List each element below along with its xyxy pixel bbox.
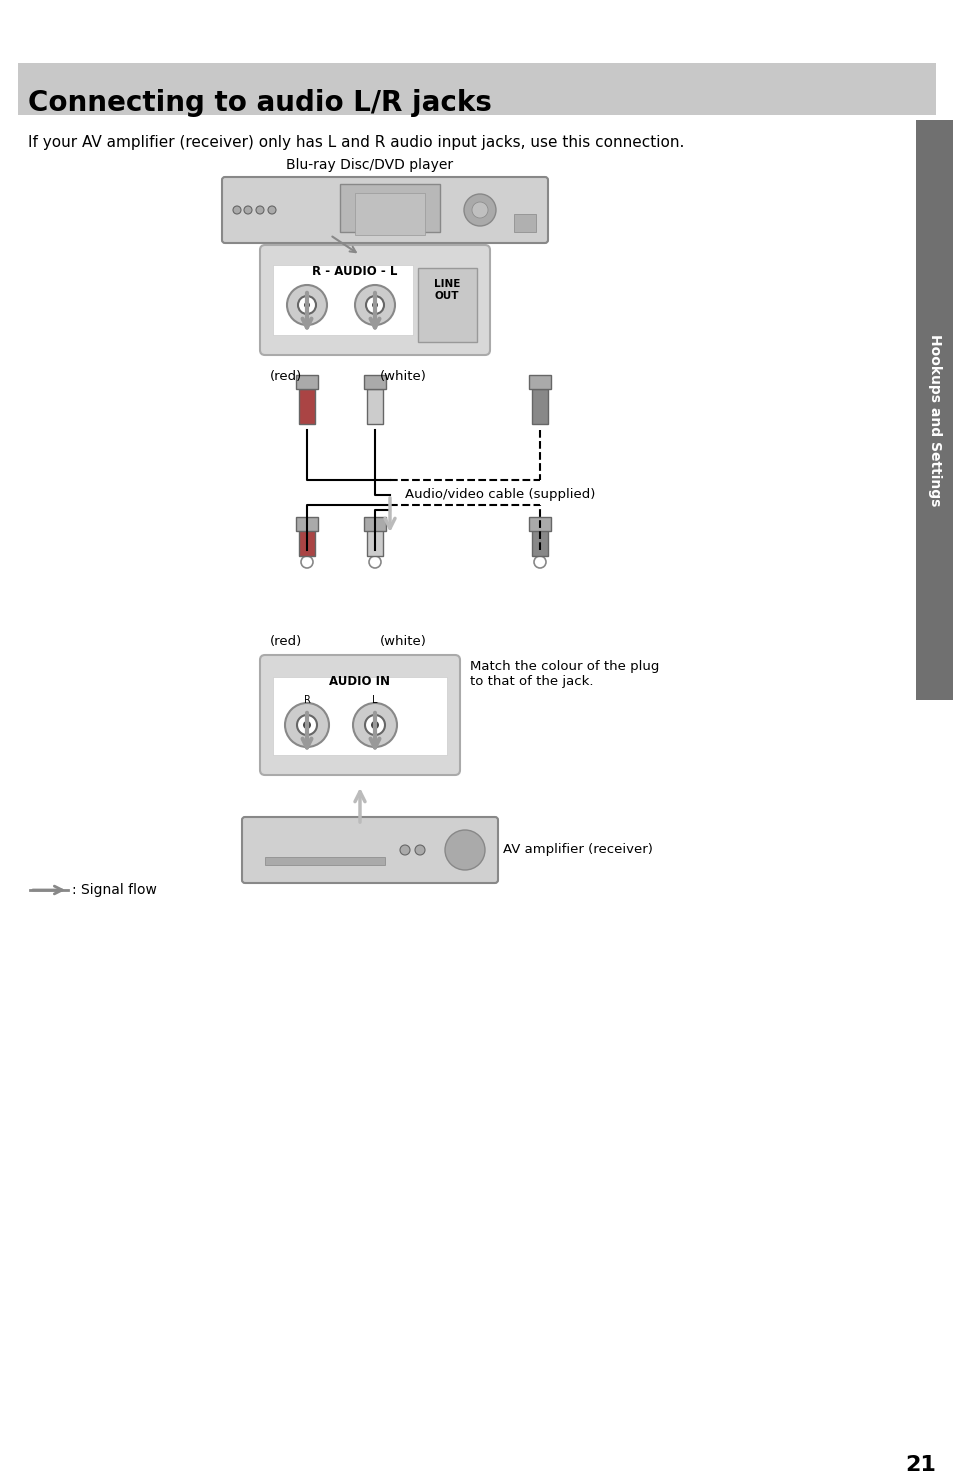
Circle shape <box>369 556 380 568</box>
Bar <box>265 857 385 865</box>
Circle shape <box>304 303 310 308</box>
Circle shape <box>365 715 385 736</box>
Text: AV amplifier (receiver): AV amplifier (receiver) <box>502 844 652 857</box>
Bar <box>339 184 439 231</box>
Text: Hookups and Settings: Hookups and Settings <box>927 334 941 506</box>
FancyBboxPatch shape <box>915 120 953 700</box>
Circle shape <box>233 206 241 214</box>
Text: Audio/video cable (supplied): Audio/video cable (supplied) <box>405 488 595 501</box>
Bar <box>355 193 424 234</box>
Circle shape <box>369 377 380 389</box>
Circle shape <box>366 297 384 314</box>
Text: (white): (white) <box>379 635 426 648</box>
Text: (white): (white) <box>379 369 426 383</box>
FancyBboxPatch shape <box>417 268 476 343</box>
Text: R: R <box>303 696 310 704</box>
Text: AUDIO IN: AUDIO IN <box>329 675 390 688</box>
Text: If your AV amplifier (receiver) only has L and R audio input jacks, use this con: If your AV amplifier (receiver) only has… <box>28 135 683 150</box>
Bar <box>295 518 317 531</box>
Circle shape <box>399 845 410 856</box>
Text: (red): (red) <box>270 635 302 648</box>
FancyBboxPatch shape <box>260 245 490 354</box>
Circle shape <box>301 377 313 389</box>
Bar <box>298 521 314 556</box>
FancyBboxPatch shape <box>260 655 459 776</box>
Bar <box>273 265 413 335</box>
Circle shape <box>287 285 327 325</box>
FancyBboxPatch shape <box>18 62 935 116</box>
Bar <box>514 214 536 231</box>
Circle shape <box>297 297 315 314</box>
Bar <box>364 375 386 389</box>
Text: 21: 21 <box>904 1455 935 1476</box>
FancyBboxPatch shape <box>222 176 547 243</box>
Circle shape <box>353 703 396 747</box>
Bar <box>532 389 547 424</box>
Bar <box>367 521 382 556</box>
Circle shape <box>444 830 484 871</box>
Bar <box>273 678 447 755</box>
Bar <box>529 518 551 531</box>
Circle shape <box>463 194 496 225</box>
Circle shape <box>303 721 311 730</box>
Circle shape <box>355 285 395 325</box>
Text: Connecting to audio L/R jacks: Connecting to audio L/R jacks <box>28 89 492 117</box>
Circle shape <box>301 556 313 568</box>
Circle shape <box>415 845 424 856</box>
Text: R - AUDIO - L: R - AUDIO - L <box>312 265 397 277</box>
Bar <box>298 389 314 424</box>
Circle shape <box>472 202 488 218</box>
Text: Blu-ray Disc/DVD player: Blu-ray Disc/DVD player <box>286 159 453 172</box>
Bar <box>295 375 317 389</box>
Circle shape <box>372 303 377 308</box>
Circle shape <box>371 721 378 730</box>
Circle shape <box>534 556 545 568</box>
Circle shape <box>255 206 264 214</box>
Text: LINE
OUT: LINE OUT <box>434 279 459 301</box>
Text: Match the colour of the plug
to that of the jack.: Match the colour of the plug to that of … <box>470 660 659 688</box>
Text: L: L <box>372 696 377 704</box>
Bar <box>364 518 386 531</box>
Circle shape <box>268 206 275 214</box>
Bar <box>367 389 382 424</box>
FancyBboxPatch shape <box>242 817 497 882</box>
Circle shape <box>296 715 316 736</box>
Circle shape <box>285 703 329 747</box>
Circle shape <box>244 206 252 214</box>
Bar <box>532 521 547 556</box>
Text: (red): (red) <box>270 369 302 383</box>
Text: : Signal flow: : Signal flow <box>71 882 156 897</box>
Circle shape <box>534 377 545 389</box>
Bar <box>529 375 551 389</box>
